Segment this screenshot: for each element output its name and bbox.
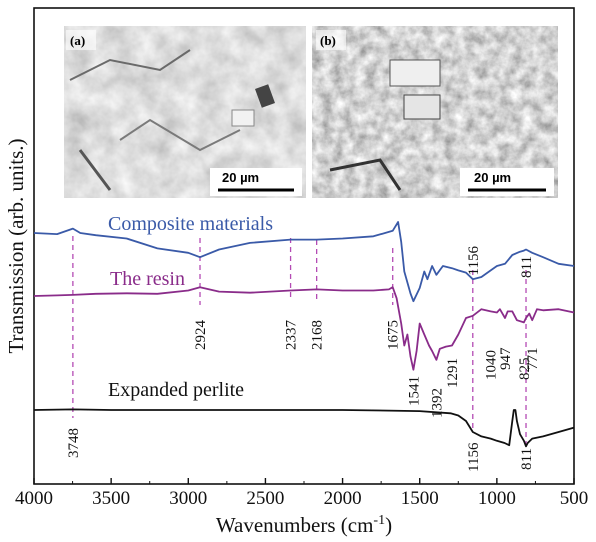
peak-label-perlite: 3748 — [66, 428, 82, 458]
peak-label-resin: 1392 — [429, 388, 445, 418]
x-tick-label: 2500 — [246, 488, 284, 509]
scale-bar-text-a: 20 µm — [222, 170, 259, 185]
series-line-the-resin — [33, 286, 575, 371]
peak-label-composite: 811 — [519, 256, 535, 278]
peak-label-resin: 2337 — [284, 320, 300, 351]
panel-label-bg-a — [66, 30, 96, 50]
peak-label-resin: 2168 — [310, 320, 326, 350]
x-axis-title: Wavenumbers (cm-1) — [216, 513, 392, 537]
series-line-expanded-perlite — [33, 408, 575, 448]
x-tick-label: 1500 — [401, 488, 439, 509]
peak-label-resin: 1541 — [406, 376, 422, 406]
peak-label-perlite: 1156 — [466, 442, 482, 472]
x-axis-title-sup: -1 — [373, 513, 385, 528]
panel-label-bg-b — [316, 30, 346, 50]
x-tick-label: 1000 — [478, 488, 516, 509]
peak-label-resin: 1675 — [386, 320, 402, 350]
x-tick-label: 4000 — [15, 488, 53, 509]
x-tick-label: 3000 — [169, 488, 207, 509]
y-axis-title: Transmission (arb. units.) — [4, 138, 28, 353]
series-label-resin: The resin — [110, 268, 185, 290]
peak-label-resin: 947 — [498, 347, 514, 370]
series-label-composite: Composite materials — [108, 213, 273, 235]
series-line-composite-materials — [33, 221, 575, 303]
peak-label-resin: 771 — [525, 348, 541, 371]
sem-inset-b: (b) 20 µm — [312, 26, 558, 198]
peak-label-perlite: 811 — [519, 448, 535, 470]
sem-inset-a: (a) 20 µm — [64, 26, 306, 198]
spectra — [33, 221, 575, 448]
peak-label-resin: 1040 — [484, 350, 500, 380]
peak-label-composite: 1156 — [466, 246, 482, 276]
series-label-perlite: Expanded perlite — [108, 379, 244, 401]
panel-label-a: (a) — [70, 33, 85, 48]
peak-label-resin: 1291 — [445, 358, 461, 388]
peak-label-resin: 2924 — [193, 320, 209, 351]
x-tick-label: 500 — [560, 488, 589, 509]
x-tick-label: 2000 — [324, 488, 362, 509]
scale-bar-text-b: 20 µm — [474, 170, 511, 185]
panel-label-b: (b) — [320, 33, 336, 48]
x-axis: 4000 3500 3000 2500 2000 1500 1000 500 — [15, 478, 588, 509]
x-tick-label: 3500 — [92, 488, 130, 509]
peak-label-resin: 825 — [517, 358, 533, 381]
